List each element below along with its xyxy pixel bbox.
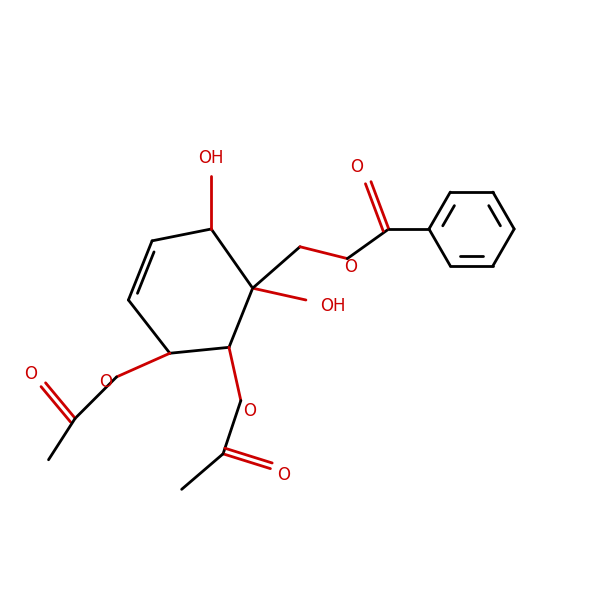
Text: O: O [277,466,290,484]
Text: O: O [243,402,256,420]
Text: OH: OH [199,149,224,167]
Text: OH: OH [320,297,345,315]
Text: O: O [100,373,112,391]
Text: O: O [350,158,363,176]
Text: O: O [24,365,37,383]
Text: O: O [344,259,357,277]
